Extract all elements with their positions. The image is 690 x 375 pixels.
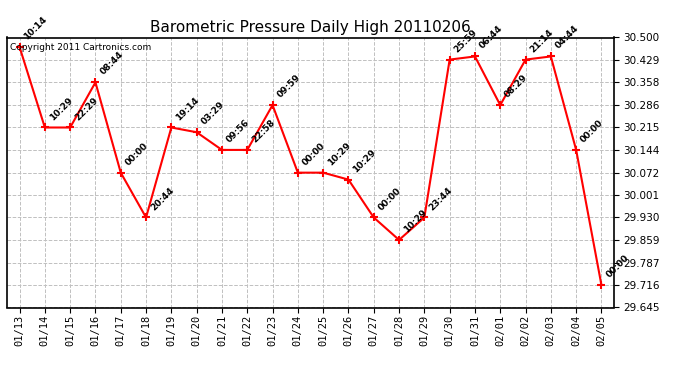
Title: Barometric Pressure Daily High 20110206: Barometric Pressure Daily High 20110206 (150, 20, 471, 35)
Text: 09:59: 09:59 (275, 73, 302, 99)
Text: 10:14: 10:14 (22, 15, 49, 41)
Text: 00:00: 00:00 (604, 253, 631, 279)
Text: 22:58: 22:58 (250, 118, 277, 144)
Text: 22:29: 22:29 (73, 95, 99, 122)
Text: 00:00: 00:00 (377, 186, 403, 212)
Text: Copyright 2011 Cartronics.com: Copyright 2011 Cartronics.com (10, 43, 151, 52)
Text: 10:29: 10:29 (48, 95, 75, 122)
Text: 10:29: 10:29 (326, 141, 353, 167)
Text: 23:44: 23:44 (427, 185, 454, 212)
Text: 03:29: 03:29 (199, 100, 226, 127)
Text: 00:00: 00:00 (579, 118, 605, 144)
Text: 00:00: 00:00 (301, 141, 327, 167)
Text: 10:29: 10:29 (351, 147, 378, 174)
Text: 04:44: 04:44 (553, 24, 580, 51)
Text: 20:44: 20:44 (149, 185, 175, 212)
Text: 08:44: 08:44 (98, 50, 125, 77)
Text: 21:14: 21:14 (529, 27, 555, 54)
Text: 06:44: 06:44 (477, 24, 504, 51)
Text: 09:56: 09:56 (225, 118, 251, 144)
Text: 25:59: 25:59 (453, 27, 479, 54)
Text: 08:29: 08:29 (503, 73, 530, 99)
Text: 00:00: 00:00 (124, 141, 150, 167)
Text: 10:29: 10:29 (402, 208, 428, 234)
Text: 19:14: 19:14 (174, 95, 201, 122)
